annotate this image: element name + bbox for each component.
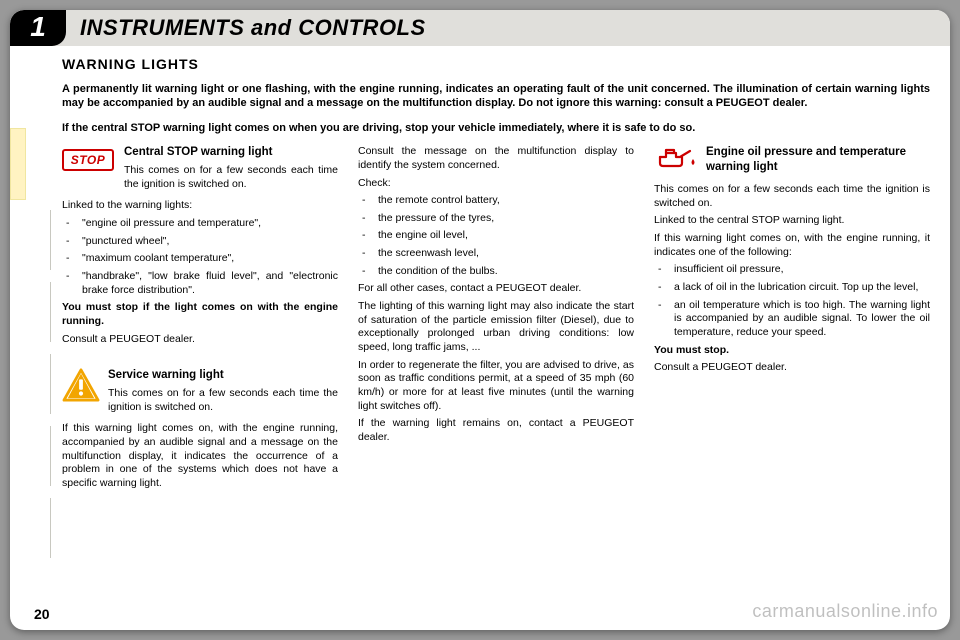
stop-icon-label: STOP — [62, 149, 114, 171]
oil-must-stop: You must stop. — [654, 344, 930, 358]
column-middle: Consult the message on the multifunction… — [358, 145, 634, 494]
col2-p1: Consult the message on the multifunction… — [358, 145, 634, 172]
list-item: insufficient oil pressure, — [654, 263, 930, 277]
stop-title: Central STOP warning light — [124, 145, 338, 160]
list-item: the condition of the bulbs. — [358, 265, 634, 279]
columns: STOP Central STOP warning light This com… — [62, 145, 930, 494]
stop-icon: STOP — [62, 145, 116, 177]
stop-lead: This comes on for a few seconds each tim… — [124, 164, 338, 191]
oil-linked: Linked to the central STOP warning light… — [654, 214, 930, 228]
oil-can-icon — [654, 145, 698, 178]
oil-lead: This comes on for a few seconds each tim… — [654, 183, 930, 210]
oil-title: Engine oil pressure and temperature warn… — [706, 145, 930, 175]
list-item: the remote control battery, — [358, 194, 634, 208]
list-item: a lack of oil in the lubrication circuit… — [654, 281, 930, 295]
side-index-marks — [50, 210, 51, 600]
oil-item-list: insufficient oil pressure, a lack of oil… — [654, 263, 930, 339]
intro-paragraph-2: If the central STOP warning light comes … — [62, 122, 930, 136]
col2-check-list: the remote control battery, the pressure… — [358, 194, 634, 278]
service-lead: This comes on for a few seconds each tim… — [108, 387, 338, 414]
side-tab — [10, 128, 26, 200]
warning-triangle-icon — [62, 368, 100, 402]
list-item: "handbrake", "low brake fluid level", an… — [62, 270, 338, 297]
col2-p4: In order to regenerate the filter, you a… — [358, 359, 634, 414]
stop-consult: Consult a PEUGEOT dealer. — [62, 333, 338, 347]
intro-paragraph-1: A permanently lit warning light or one f… — [62, 83, 930, 111]
stop-item-list: "engine oil pressure and temperature", "… — [62, 217, 338, 297]
col2-p5: If the warning light remains on, contact… — [358, 417, 634, 444]
manual-page: 1 INSTRUMENTS and CONTROLS WARNING LIGHT… — [10, 10, 950, 630]
service-block-header: Service warning light This comes on for … — [62, 368, 338, 418]
stop-linked-label: Linked to the warning lights: — [62, 199, 338, 213]
list-item: the screenwash level, — [358, 247, 634, 261]
col2-p2: For all other cases, contact a PEUGEOT d… — [358, 282, 634, 296]
list-item: "engine oil pressure and temperature", — [62, 217, 338, 231]
page-content: WARNING LIGHTS A permanently lit warning… — [62, 56, 930, 604]
service-body: If this warning light comes on, with the… — [62, 422, 338, 490]
list-item: an oil temperature which is too high. Th… — [654, 299, 930, 340]
stop-block-header: STOP Central STOP warning light This com… — [62, 145, 338, 195]
chapter-number-badge: 1 — [10, 10, 66, 46]
column-right: Engine oil pressure and temperature warn… — [654, 145, 930, 494]
oil-block-header: Engine oil pressure and temperature warn… — [654, 145, 930, 179]
section-title: WARNING LIGHTS — [62, 56, 930, 72]
watermark: carmanualsonline.info — [752, 601, 938, 622]
list-item: "maximum coolant temperature", — [62, 252, 338, 266]
col2-p3: The lighting of this warning light may a… — [358, 300, 634, 355]
stop-must-stop: You must stop if the light comes on with… — [62, 301, 338, 328]
col2-check-label: Check: — [358, 177, 634, 191]
list-item: the pressure of the tyres, — [358, 212, 634, 226]
chapter-title: INSTRUMENTS and CONTROLS — [80, 10, 426, 46]
oil-body: If this warning light comes on, with the… — [654, 232, 930, 259]
oil-consult: Consult a PEUGEOT dealer. — [654, 361, 930, 375]
column-left: STOP Central STOP warning light This com… — [62, 145, 338, 494]
service-title: Service warning light — [108, 368, 338, 383]
page-number: 20 — [34, 606, 50, 622]
list-item: the engine oil level, — [358, 229, 634, 243]
list-item: "punctured wheel", — [62, 235, 338, 249]
